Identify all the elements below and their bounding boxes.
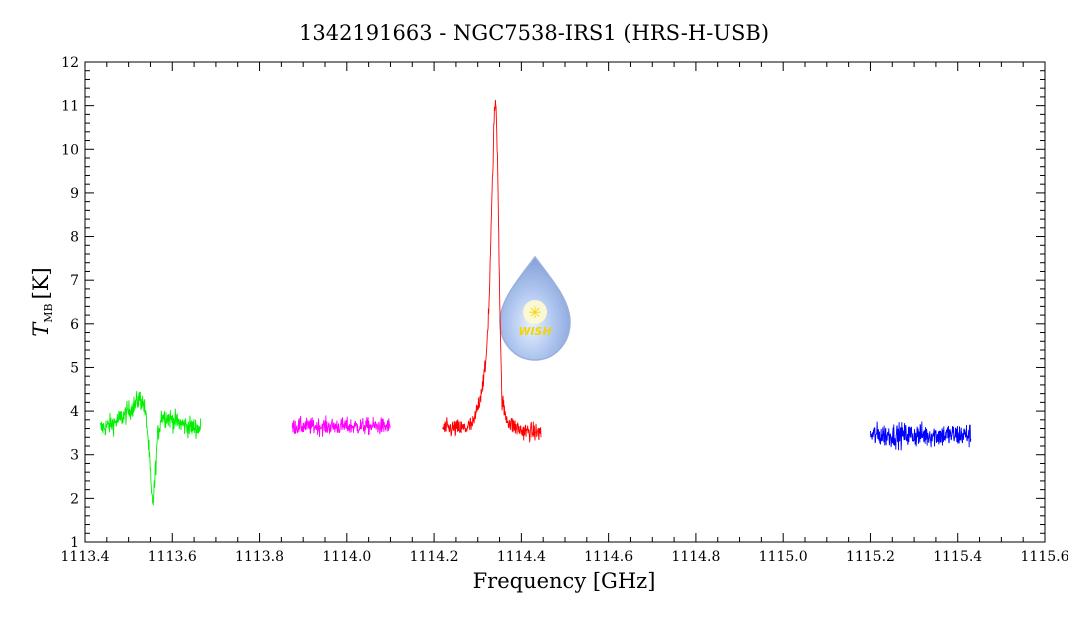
x-tick-label: 1115.6	[1021, 549, 1068, 565]
y-tick-label: 4	[70, 404, 79, 420]
y-tick-label: 12	[61, 55, 79, 71]
y-tick-label: 6	[70, 317, 79, 333]
x-tick-label: 1113.6	[148, 549, 197, 565]
x-tick-label: 1114.0	[322, 549, 371, 565]
x-tick-label: 1114.4	[497, 549, 546, 565]
x-tick-label: 1115.2	[846, 549, 895, 565]
y-tick-label: 8	[70, 230, 79, 246]
y-axis-label-unit: [K]	[29, 267, 53, 299]
y-tick-label: 10	[61, 142, 79, 158]
y-tick-label: 5	[70, 360, 79, 376]
chart-title: 1342191663 - NGC7538-IRS1 (HRS-H-USB)	[299, 21, 769, 45]
y-tick-label: 11	[61, 99, 79, 115]
x-tick-label: 1113.4	[61, 549, 110, 565]
y-axis-label-sub: MB	[42, 303, 55, 322]
y-tick-label: 9	[70, 186, 79, 202]
y-tick-label: 3	[70, 448, 79, 464]
x-tick-label: 1114.6	[584, 549, 633, 565]
x-tick-label: 1115.0	[759, 549, 808, 565]
y-tick-label: 7	[70, 273, 79, 289]
y-tick-label: 1	[70, 535, 79, 551]
x-tick-label: 1113.8	[235, 549, 284, 565]
y-tick-label: 2	[70, 491, 79, 507]
x-axis-label: Frequency [GHz]	[473, 569, 656, 593]
x-tick-label: 1115.4	[933, 549, 982, 565]
x-tick-label: 1114.2	[410, 549, 459, 565]
wish-logo-text: WISH	[518, 325, 551, 338]
x-tick-label: 1114.8	[671, 549, 720, 565]
star-icon: ✳	[528, 303, 541, 322]
